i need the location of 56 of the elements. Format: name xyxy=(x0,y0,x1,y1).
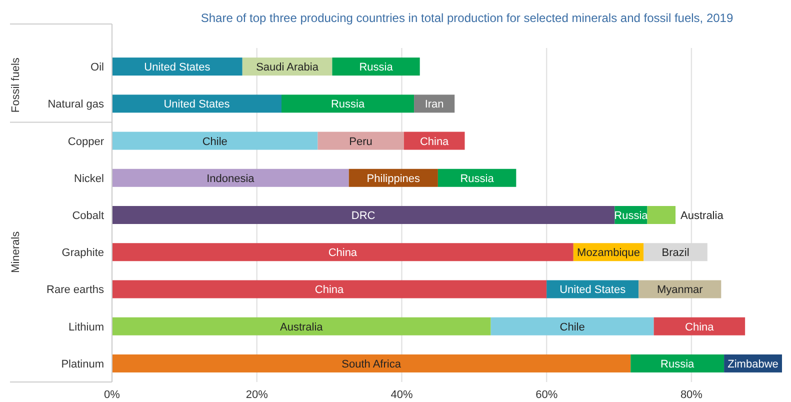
data-label: Russia xyxy=(460,172,495,185)
y-tick-label: Copper xyxy=(68,136,104,148)
text: Minerals xyxy=(10,230,22,273)
data-label: DRC xyxy=(351,210,376,222)
data-label: South Africa xyxy=(342,358,402,370)
data-label: Zimbabwe xyxy=(728,358,778,370)
bar xyxy=(318,132,404,150)
y-tick-label: Rare earths xyxy=(46,284,104,296)
bar xyxy=(112,317,491,336)
data-label: China xyxy=(685,321,715,334)
x-tick-label: 0% xyxy=(104,389,120,401)
data-label: Russia xyxy=(330,98,366,111)
y-tick-label: Natural gas xyxy=(48,98,104,111)
data-label: Chile xyxy=(560,321,585,334)
data-label: Russia xyxy=(359,62,394,74)
x-tick-label: 60% xyxy=(536,389,558,401)
data-label: China xyxy=(420,136,450,148)
data-label: Saudi Arabia xyxy=(256,62,320,74)
bar xyxy=(490,317,654,336)
x-tick-label: 20% xyxy=(246,389,268,401)
chart-title: Share of top three producing countries in total production for selected minerals and fossil fuels, 2019 xyxy=(200,11,734,25)
y-tick-label: Oil xyxy=(90,62,104,74)
data-label: United States xyxy=(164,98,230,111)
data-label: Myanmar xyxy=(656,284,704,296)
data-label: Philippines xyxy=(366,172,420,185)
y-tick-label: Graphite xyxy=(62,247,104,260)
data-label: Indonesia xyxy=(206,172,256,185)
x-tick-label: 80% xyxy=(680,389,703,401)
data-label: Russia xyxy=(660,358,696,370)
data-label: United States xyxy=(144,62,211,74)
data-label: Russia xyxy=(614,210,649,222)
data-label: China xyxy=(314,284,345,296)
data-label: Peru xyxy=(349,136,372,148)
data-label: Australia xyxy=(680,210,724,222)
data-label: China xyxy=(328,247,358,260)
bar xyxy=(630,354,724,372)
data-label: Iran xyxy=(424,98,444,111)
data-label: Chile xyxy=(202,136,228,148)
y-tick-label: Nickel xyxy=(74,172,104,185)
text: Fossil fuels xyxy=(10,57,22,113)
data-label: Mozambique xyxy=(577,247,640,260)
bar xyxy=(112,94,282,113)
data-label: United States xyxy=(560,284,626,296)
y-tick-label: Cobalt xyxy=(72,210,104,222)
bar xyxy=(112,206,615,224)
data-label: Australia xyxy=(280,321,324,334)
x-tick-label: 40% xyxy=(390,389,413,401)
bar xyxy=(414,94,455,113)
bar xyxy=(112,168,349,187)
y-tick-label: Lithium xyxy=(68,321,104,334)
bar xyxy=(647,206,676,224)
y-tick-label: Platinum xyxy=(61,358,104,370)
bar xyxy=(112,354,631,372)
bar xyxy=(112,132,318,150)
data-label: Brazil xyxy=(662,247,690,260)
bar xyxy=(281,94,414,113)
